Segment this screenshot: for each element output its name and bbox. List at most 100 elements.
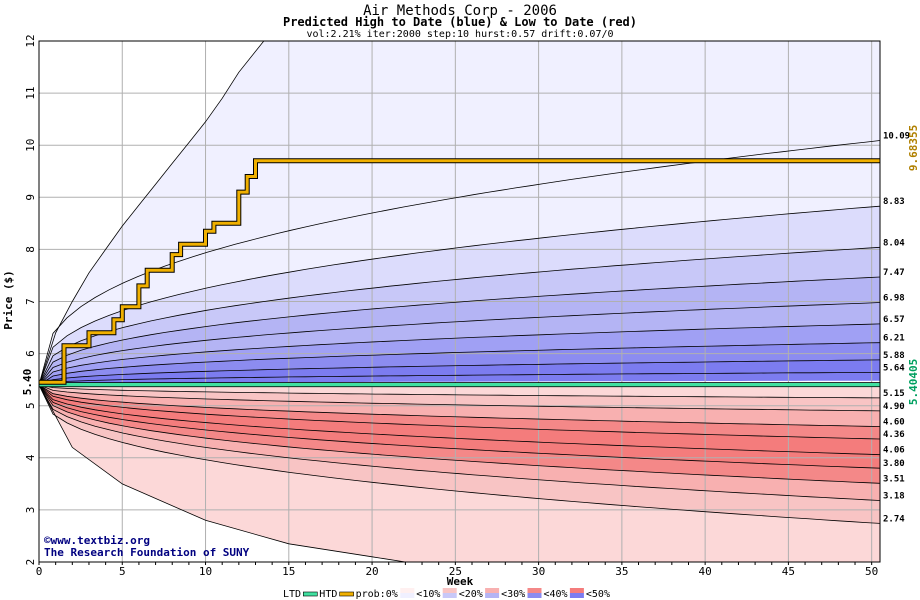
quantile-end-label: 3.51 [883, 474, 905, 484]
y-tick-label: 6 [24, 350, 37, 357]
legend-band-swatch [527, 593, 542, 598]
y-tick-label: 7 [24, 298, 37, 305]
quantile-end-label: 4.36 [883, 430, 905, 440]
y-tick-label: 3 [24, 507, 37, 514]
x-tick-label: 35 [615, 565, 628, 578]
quantile-line [38, 246, 881, 386]
credit-line-2: The Research Foundation of SUNY [44, 546, 250, 559]
quantile-line [38, 384, 881, 469]
high-band [39, 372, 880, 385]
y-tick-label: 2 [24, 559, 37, 566]
quantile-line [38, 323, 881, 386]
quantile-line [38, 384, 881, 524]
legend-band-swatch [400, 588, 415, 593]
htd-value-label: 9.68355 [907, 125, 920, 171]
y-tick-label: 5 [24, 402, 37, 409]
x-tick-label: 15 [282, 565, 295, 578]
y-tick-label: 9 [24, 194, 37, 201]
quantile-end-label: 3.80 [883, 459, 905, 469]
outer-low-line [38, 384, 880, 563]
low-band [39, 384, 880, 501]
start-price-label: 5.40 [21, 369, 34, 396]
quantile-line [38, 276, 881, 386]
legend-band-label: <10% [416, 589, 440, 600]
legend-band-swatch [527, 588, 542, 593]
quantile-end-label: 5.64 [883, 363, 905, 373]
y-tick-label: 4 [24, 454, 37, 461]
x-axis-label: Week [447, 575, 474, 588]
y-tick-label: 12 [24, 34, 37, 47]
x-tick-label: 5 [119, 565, 126, 578]
high-band [39, 359, 880, 385]
low-band [39, 384, 880, 398]
low-band [39, 384, 880, 469]
quantile-line [38, 384, 881, 440]
chart-title: Air Methods Corp - 2006 [363, 3, 557, 19]
x-tick-label: 25 [449, 565, 462, 578]
legend-ltd-label: LTD [283, 589, 301, 600]
x-tick-label: 45 [782, 565, 795, 578]
y-axis-label: Price ($) [2, 270, 15, 330]
low-band [39, 384, 880, 484]
legend-htd-swatch [339, 591, 354, 597]
quantile-line [38, 384, 881, 484]
high-band [39, 206, 880, 385]
quantile-end-label: 10.09 [883, 132, 910, 142]
legend-band-label: <20% [459, 589, 483, 600]
x-tick-label: 0 [36, 565, 43, 578]
high-band [39, 302, 880, 385]
low-band [39, 384, 880, 455]
x-tick-label: 40 [699, 565, 712, 578]
quantile-line [38, 384, 881, 412]
legend-band-swatch [400, 593, 415, 598]
x-tick-label: 30 [532, 565, 545, 578]
quantile-end-label: 8.83 [883, 197, 905, 207]
ltd-line [38, 382, 881, 388]
quantile-end-label: 6.57 [883, 315, 905, 325]
legend: LTD HTD prob:0% <10% <20% <30% <40% <50% [283, 588, 610, 600]
quantile-end-label: 7.47 [883, 268, 905, 278]
quantile-line [38, 302, 881, 386]
chart-params: vol:2.21% iter:2000 step:10 hurst:0.57 d… [306, 29, 613, 40]
y-tick-label: 11 [24, 86, 37, 99]
legend-ltd-swatch [302, 591, 318, 597]
x-tick-label: 10 [199, 565, 212, 578]
low-band [39, 384, 880, 411]
legend-band-swatch [442, 588, 457, 593]
quantile-end-label: 6.21 [883, 334, 905, 344]
quantile-line [38, 384, 881, 456]
legend-band-label: <50% [586, 589, 610, 600]
quantile-end-label: 2.74 [883, 514, 905, 524]
legend-band-swatch [569, 588, 584, 593]
credit-line-1: ©www.textbiz.org [44, 534, 150, 547]
quantile-end-label: 3.18 [883, 492, 905, 502]
quantile-end-label: 5.15 [883, 389, 905, 399]
quantile-end-label: 4.60 [883, 418, 905, 428]
quantile-end-label: 5.88 [883, 351, 905, 361]
legend-band-label: <40% [544, 589, 568, 600]
high-band [39, 140, 880, 385]
quantile-end-label: 4.90 [883, 402, 905, 412]
legend-band-swatch [485, 593, 500, 598]
ltd-value-label: 5.40405 [907, 359, 920, 405]
chart-subtitle: Predicted High to Date (blue) & Low to D… [283, 15, 637, 29]
quantile-line [38, 384, 881, 399]
legend-band-label: <30% [501, 589, 525, 600]
quantile-line [38, 342, 881, 386]
low-band [39, 384, 880, 439]
quantile-line [38, 384, 881, 501]
outer-high-line [38, 40, 880, 386]
legend-prob-label: prob:0% [356, 589, 398, 600]
quantile-line [38, 384, 881, 427]
legend-band-swatch [485, 588, 500, 593]
quantile-line [38, 372, 880, 386]
x-tick-label: 50 [865, 565, 878, 578]
x-tick-label: 20 [365, 565, 378, 578]
quantile-line [38, 205, 881, 386]
quantile-end-label: 8.04 [883, 238, 905, 248]
legend-band-swatch [442, 593, 457, 598]
legend-htd-label: HTD [319, 589, 337, 600]
htd-line [39, 159, 880, 384]
quantile-end-label: 4.06 [883, 446, 905, 456]
